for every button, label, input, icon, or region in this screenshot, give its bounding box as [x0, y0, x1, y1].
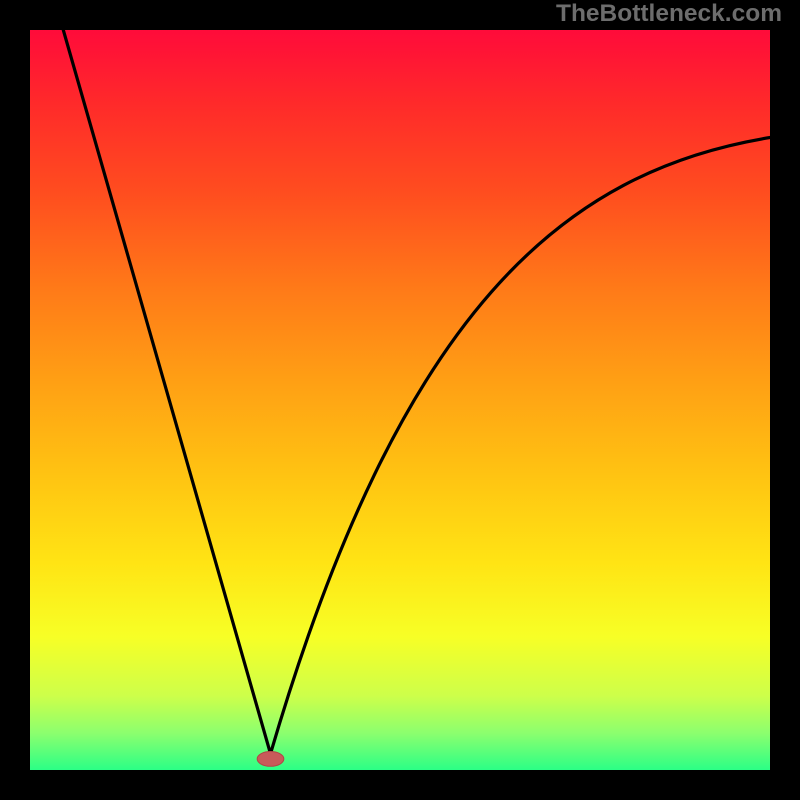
chart-background	[30, 30, 770, 770]
plot-area	[30, 30, 770, 770]
bottleneck-curve-chart	[30, 30, 770, 770]
optimal-point-marker	[257, 752, 284, 767]
watermark-text: TheBottleneck.com	[556, 0, 782, 28]
chart-frame: TheBottleneck.com	[0, 0, 800, 800]
